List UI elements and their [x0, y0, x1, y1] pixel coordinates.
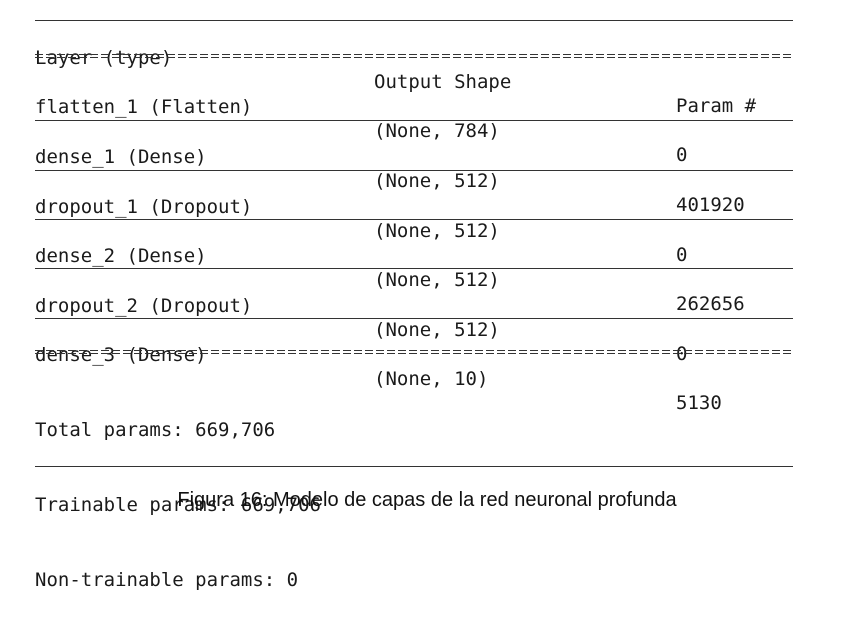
layer-name: dense_2 (Dense)	[35, 245, 207, 267]
layer-output-shape: (None, 512)	[374, 319, 500, 341]
figure-caption: Figura 16: Modelo de capas de la red neu…	[177, 489, 677, 511]
layer-params: 5130	[676, 392, 722, 414]
layer-output-shape: (None, 512)	[374, 220, 500, 242]
layer-name: dropout_1 (Dropout)	[35, 196, 253, 218]
row-divider	[35, 219, 793, 220]
header-output-shape: Output Shape	[374, 71, 512, 93]
row-divider	[35, 120, 793, 121]
table-row: dense_1 (Dense) (None, 512) 401920	[35, 121, 793, 216]
layer-name: dropout_2 (Dropout)	[35, 295, 253, 317]
layer-name: flatten_1 (Flatten)	[35, 96, 253, 118]
table-row: dropout_1 (Dropout) (None, 512) 0	[35, 171, 793, 266]
layer-name: dense_1 (Dense)	[35, 146, 207, 168]
row-divider	[35, 318, 793, 319]
layer-output-shape: (None, 512)	[374, 170, 500, 192]
layer-params: 262656	[676, 293, 745, 315]
layer-params: 401920	[676, 194, 745, 216]
top-rule	[35, 20, 793, 21]
bottom-rule	[35, 466, 793, 467]
footer-double-rule	[35, 350, 793, 358]
layer-output-shape: (None, 10)	[374, 368, 489, 390]
non-trainable-params: Non-trainable params: 0	[35, 569, 299, 591]
header-row: Layer (type) Output Shape Param #	[35, 22, 793, 117]
trainable-params: Trainable params: 669,706	[35, 494, 321, 516]
layer-params: 0	[676, 244, 688, 266]
header-double-rule	[35, 54, 793, 62]
total-params: Total params: 669,706	[35, 419, 276, 441]
table-row: dropout_2 (Dropout) (None, 512) 0	[35, 270, 793, 365]
table-row: flatten_1 (Flatten) (None, 784) 0	[35, 71, 793, 166]
table-row: dense_3 (Dense) (None, 10) 5130	[35, 319, 793, 414]
row-divider	[35, 170, 793, 171]
header-params: Param #	[676, 95, 757, 117]
table-row: dense_2 (Dense) (None, 512) 262656	[35, 220, 793, 315]
layer-params: 0	[676, 144, 688, 166]
layer-output-shape: (None, 512)	[374, 269, 500, 291]
layer-output-shape: (None, 784)	[374, 120, 500, 142]
row-divider	[35, 268, 793, 269]
